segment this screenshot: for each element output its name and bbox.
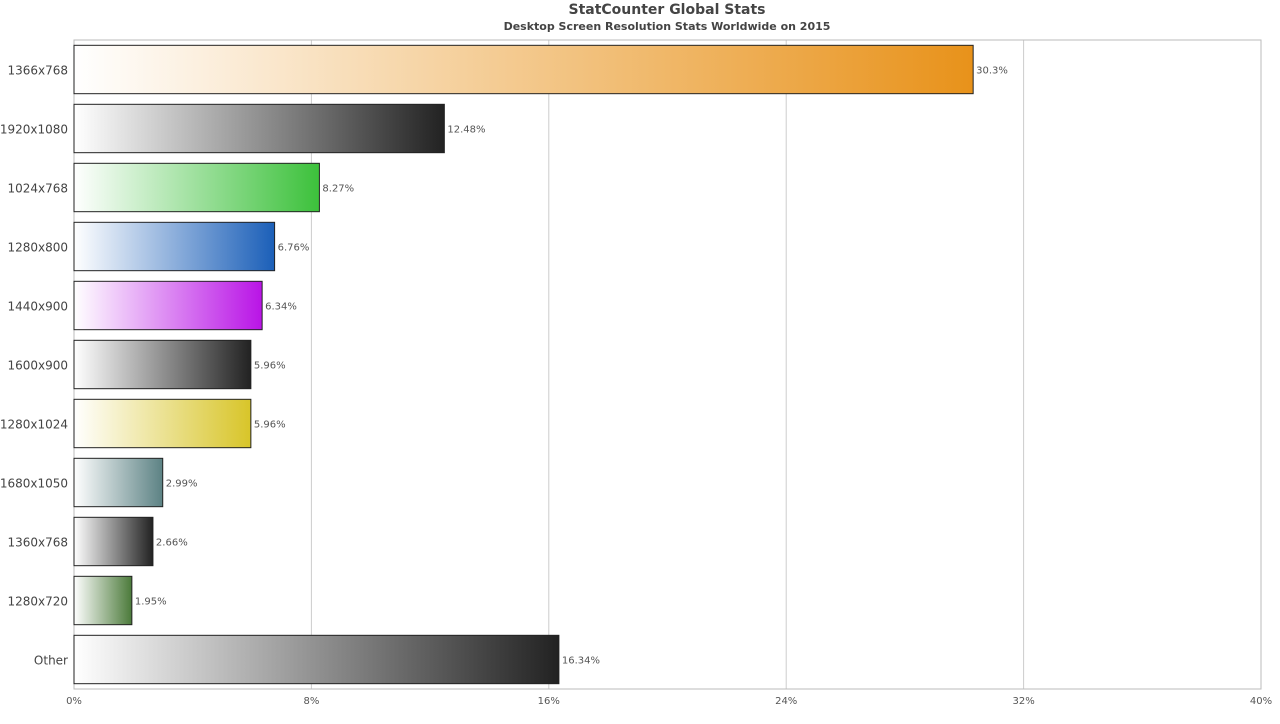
chart-title: StatCounter Global Stats (568, 2, 765, 18)
x-tick-label: 24% (775, 696, 797, 707)
bar (73, 103, 445, 154)
bar-value-label: 5.96% (254, 361, 286, 372)
category-label: Other (34, 654, 68, 668)
bar-value-label: 2.66% (156, 538, 188, 549)
x-tick-label: 8% (303, 696, 319, 707)
bar (73, 516, 154, 567)
axes: 0% 8% 16% 24% 32% 40% 1366x768 1920x1080 1024x76… (0, 64, 1272, 708)
bar (73, 634, 560, 685)
bar (73, 221, 276, 272)
category-label: 1280x800 (7, 241, 68, 255)
bar (73, 280, 263, 331)
category-label: 1366x768 (7, 64, 68, 78)
x-tick-label: 32% (1012, 696, 1034, 707)
bar-value-label: 2.99% (166, 479, 198, 490)
bar-value-label: 1.95% (135, 597, 167, 608)
category-label: 1440x900 (7, 300, 68, 314)
bars: 30.3% 12.48% 8.27% 6.76% 6.34% 5.96% 5.96% 2.99… (73, 44, 1008, 685)
bar (73, 44, 974, 95)
category-label: 1680x1050 (0, 477, 68, 491)
grid-lines (310, 40, 1025, 689)
category-label: 1280x720 (7, 595, 68, 609)
chart-subtitle: Desktop Screen Resolution Stats Worldwid… (504, 20, 831, 33)
bar (73, 398, 252, 449)
bar-value-label: 8.27% (322, 184, 354, 195)
category-label: 1024x768 (7, 182, 68, 196)
bar-value-label: 12.48% (447, 125, 485, 136)
bar-value-label: 6.34% (265, 302, 297, 313)
bar (73, 575, 133, 626)
category-label: 1920x1080 (0, 123, 68, 137)
category-label: 1600x900 (7, 359, 68, 373)
bar (73, 162, 320, 213)
x-tick-label: 40% (1250, 696, 1272, 707)
x-tick-label: 16% (538, 696, 560, 707)
bar-value-label: 5.96% (254, 420, 286, 431)
category-label: 1280x1024 (0, 418, 68, 432)
bar-value-label: 16.34% (562, 656, 600, 667)
bar (73, 457, 164, 508)
bar-value-label: 6.76% (278, 243, 310, 254)
x-tick-label: 0% (66, 696, 82, 707)
bar-value-label: 30.3% (976, 66, 1008, 77)
category-label: 1360x768 (7, 536, 68, 550)
bar (73, 339, 252, 390)
